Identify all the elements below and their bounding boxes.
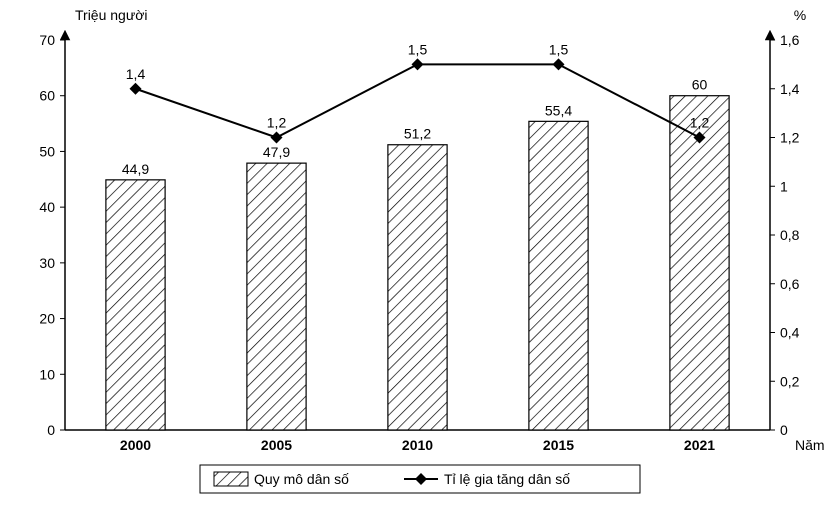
left-tick-label: 70	[39, 32, 55, 48]
bar-value-label: 55,4	[545, 102, 572, 118]
left-tick-label: 40	[39, 199, 55, 215]
category-label: 2000	[120, 437, 151, 453]
line-marker	[130, 83, 142, 95]
category-label: 2015	[543, 437, 574, 453]
left-tick-label: 20	[39, 311, 55, 327]
line-marker	[553, 58, 565, 70]
bar-value-label: 47,9	[263, 144, 290, 160]
line-marker	[412, 58, 424, 70]
category-label: 2021	[684, 437, 715, 453]
line-value-label: 1,2	[690, 115, 710, 131]
line-marker	[271, 132, 283, 144]
bar-value-label: 60	[692, 77, 708, 93]
right-tick-label: 0,6	[780, 276, 800, 292]
line-value-label: 1,4	[126, 66, 146, 82]
right-tick-label: 0	[780, 422, 788, 438]
bar-value-label: 51,2	[404, 126, 431, 142]
left-tick-label: 10	[39, 366, 55, 382]
left-tick-label: 60	[39, 88, 55, 104]
right-tick-label: 0,2	[780, 373, 800, 389]
bar	[529, 121, 588, 430]
bar	[388, 145, 447, 430]
right-tick-label: 1	[780, 178, 788, 194]
right-tick-label: 0,4	[780, 325, 800, 341]
left-tick-label: 30	[39, 255, 55, 271]
left-tick-label: 50	[39, 143, 55, 159]
legend-bar-label: Quy mô dân số	[254, 471, 349, 487]
line-value-label: 1,5	[549, 41, 569, 57]
legend-line-marker	[415, 473, 427, 485]
legend-line-label: Tỉ lệ gia tăng dân số	[444, 471, 570, 487]
right-tick-label: 1,2	[780, 130, 800, 146]
right-tick-label: 1,4	[780, 81, 800, 97]
bar	[670, 96, 729, 430]
right-tick-label: 0,8	[780, 227, 800, 243]
right-axis-title: %	[794, 7, 806, 23]
legend-bar-swatch	[214, 472, 248, 486]
category-label: 2005	[261, 437, 292, 453]
left-tick-label: 0	[47, 422, 55, 438]
line-value-label: 1,2	[267, 115, 287, 131]
category-label: 2010	[402, 437, 433, 453]
right-tick-label: 1,6	[780, 32, 800, 48]
left-axis-title: Triệu người	[75, 7, 148, 23]
line-value-label: 1,5	[408, 41, 428, 57]
chart-svg: Triệu người% 0 10 20 30 40 50 60 70 0 0,2 0,4 0,6 0,8…	[0, 0, 828, 513]
bar	[247, 163, 306, 430]
x-axis-title: Năm	[795, 437, 825, 453]
bar-value-label: 44,9	[122, 161, 149, 177]
bar	[106, 180, 165, 430]
population-chart: Triệu người% 0 10 20 30 40 50 60 70 0 0,2 0,4 0,6 0,8…	[0, 0, 828, 513]
